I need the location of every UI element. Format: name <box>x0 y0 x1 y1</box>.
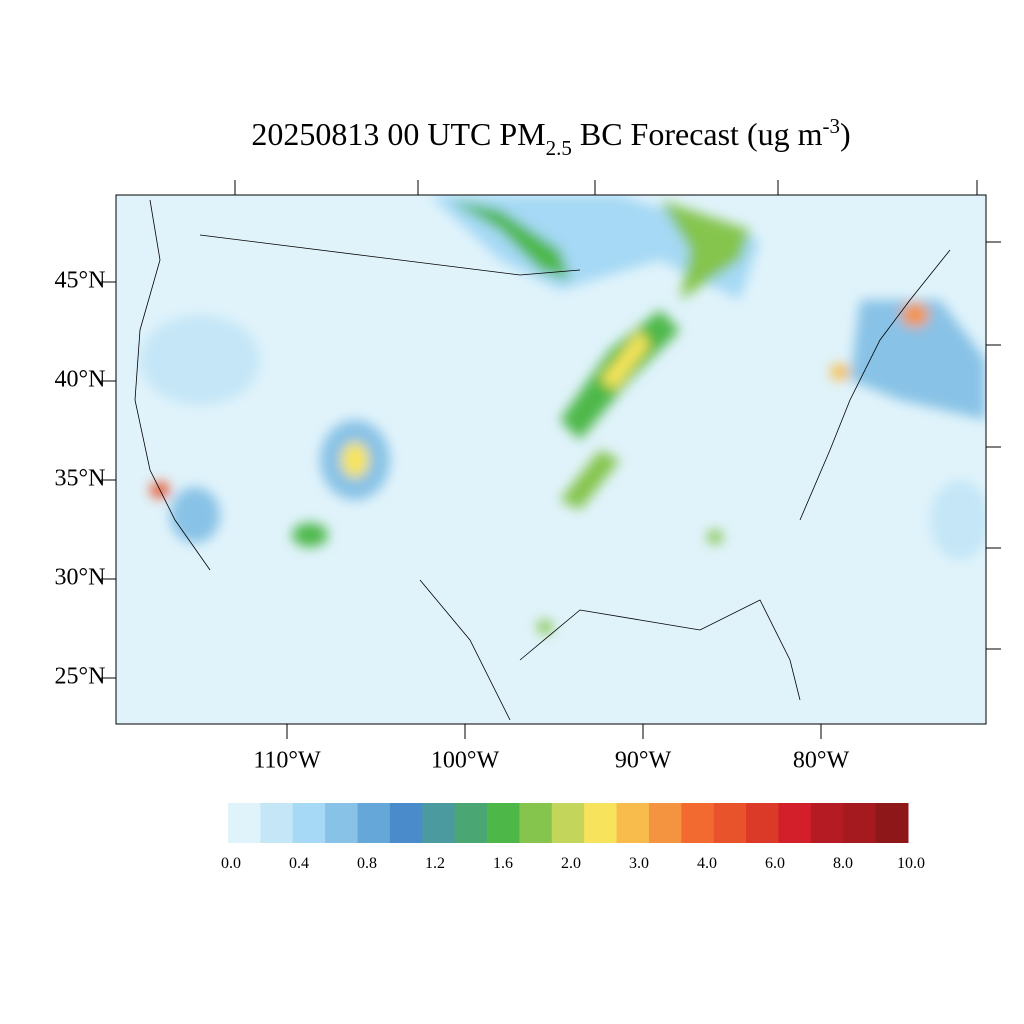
lat-label: 25°N <box>55 664 106 690</box>
title-end: ) <box>840 116 851 152</box>
colorbar-swatch <box>713 803 747 843</box>
title-main: 20250813 00 UTC PM <box>251 116 545 152</box>
colorbar-label: 6.0 <box>765 855 785 872</box>
colorbar-label: 1.2 <box>425 855 445 872</box>
axis-labels: 45°N 40°N 35°N 30°N 25°N 110°W 100°W 90°W 80°W <box>55 268 850 774</box>
lon-label: 90°W <box>615 748 672 774</box>
colorbar-swatch <box>357 803 391 843</box>
colorbar-label: 8.0 <box>833 855 853 872</box>
title-sup: -3 <box>822 114 840 138</box>
colorbar-swatch <box>746 803 779 843</box>
colorbar-swatch <box>487 803 520 843</box>
ticks <box>101 180 1001 739</box>
lat-label: 30°N <box>55 565 106 591</box>
lat-label: 35°N <box>55 466 106 492</box>
colorbar: 0.0 0.4 0.8 1.2 1.6 2.0 3.0 4.0 6.0 8.0 10.0 <box>221 803 925 872</box>
map-field <box>116 195 986 724</box>
colorbar-swatch <box>616 803 650 843</box>
colorbar-swatch <box>325 803 359 843</box>
colorbar-label: 0.4 <box>289 855 309 872</box>
colorbar-swatch <box>228 803 261 843</box>
lat-label: 40°N <box>55 367 106 393</box>
colorbar-swatch <box>778 803 812 843</box>
colorbar-swatch <box>454 803 488 843</box>
colorbar-swatch <box>810 803 844 843</box>
map-frame <box>115 194 987 725</box>
colorbar-label: 10.0 <box>897 855 925 872</box>
colorbar-label: 2.0 <box>561 855 581 872</box>
colorbar-swatch <box>260 803 294 843</box>
title-sub: 2.5 <box>546 136 572 160</box>
colorbar-swatch <box>681 803 715 843</box>
colorbar-label: 4.0 <box>697 855 717 872</box>
colorbar-swatch <box>292 803 326 843</box>
title-rest: BC Forecast (ug m <box>572 116 823 152</box>
colorbar-label: 0.0 <box>221 855 241 872</box>
colorbar-label: 3.0 <box>629 855 649 872</box>
lat-label: 45°N <box>55 268 106 294</box>
colorbar-swatch <box>551 803 585 843</box>
colorbar-label: 0.8 <box>357 855 377 872</box>
colorbar-swatch <box>422 803 456 843</box>
lon-label: 110°W <box>253 748 321 774</box>
title: 20250813 00 UTC PM2.5 BC Forecast (ug m-… <box>251 114 850 160</box>
lon-label: 100°W <box>431 748 500 774</box>
colorbar-label: 1.6 <box>493 855 513 872</box>
colorbar-swatch <box>584 803 618 843</box>
colorbar-swatch <box>843 803 877 843</box>
colorbar-swatch <box>648 803 682 843</box>
colorbar-swatch <box>519 803 553 843</box>
colorbar-swatch <box>875 803 909 843</box>
lon-label: 80°W <box>793 748 850 774</box>
colorbar-swatch <box>389 803 423 843</box>
